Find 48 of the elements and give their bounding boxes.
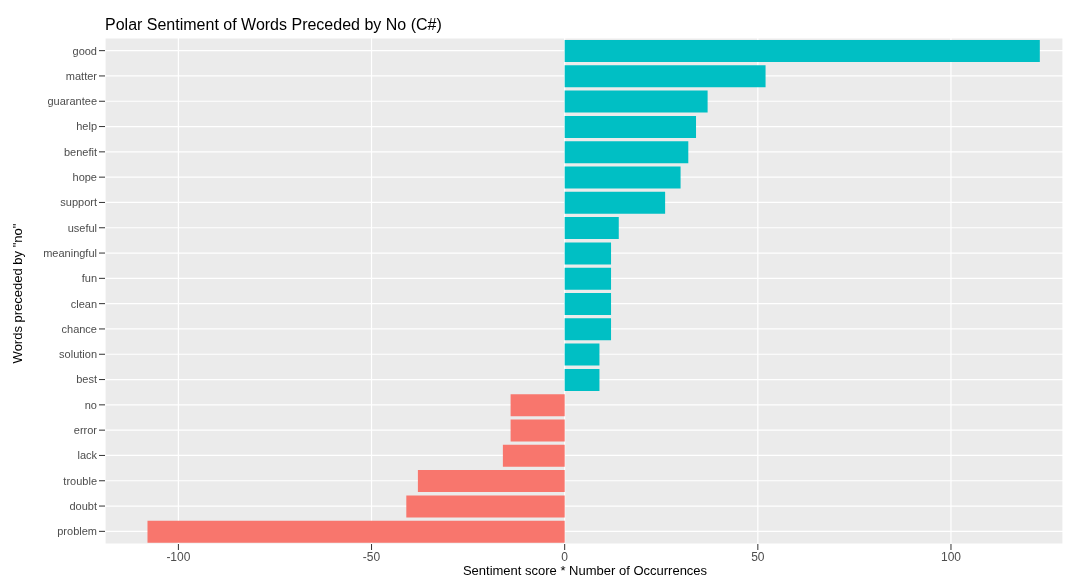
bar bbox=[564, 115, 697, 138]
y-tick-label: useful bbox=[67, 221, 97, 234]
y-tick-label: support bbox=[60, 196, 97, 209]
y-tick-label: best bbox=[76, 373, 97, 386]
bar bbox=[406, 495, 565, 518]
x-tick-label: 100 bbox=[940, 549, 962, 564]
y-tick-label: hope bbox=[72, 171, 97, 184]
y-axis-title: Words preceded by "no" bbox=[10, 223, 26, 363]
bar bbox=[147, 520, 565, 543]
bar bbox=[564, 166, 681, 189]
y-tick-label: matter bbox=[65, 69, 98, 82]
x-axis-title: Sentiment score * Number of Occurrences bbox=[461, 563, 709, 578]
x-tick-label: -50 bbox=[362, 549, 381, 564]
x-tick-label: 0 bbox=[561, 549, 569, 564]
bar bbox=[564, 242, 612, 265]
bar bbox=[564, 191, 666, 214]
y-tick-label: meaningful bbox=[43, 246, 97, 259]
bar bbox=[564, 368, 600, 391]
y-tick-label: chance bbox=[61, 322, 97, 335]
y-tick-label: clean bbox=[70, 297, 97, 310]
bar bbox=[502, 444, 565, 467]
y-tick-label: solution bbox=[59, 348, 97, 361]
bar bbox=[510, 419, 565, 442]
x-tick-label: -100 bbox=[166, 549, 191, 564]
bar bbox=[564, 90, 708, 113]
y-tick-label: doubt bbox=[69, 499, 97, 512]
bar bbox=[564, 293, 612, 315]
bar bbox=[564, 267, 612, 290]
bar bbox=[564, 318, 612, 341]
y-tick-label: problem bbox=[57, 525, 97, 538]
bar bbox=[564, 141, 689, 164]
bar bbox=[564, 40, 1040, 62]
chart-title: Polar Sentiment of Words Preceded by No (C#) bbox=[105, 16, 442, 34]
bar bbox=[564, 343, 600, 366]
bar bbox=[564, 65, 766, 88]
y-tick-label: error bbox=[73, 424, 98, 437]
y-tick-label: fun bbox=[81, 272, 97, 285]
y-tick-label: trouble bbox=[63, 474, 97, 487]
y-tick-label: no bbox=[84, 398, 97, 411]
bar bbox=[417, 470, 565, 493]
x-tick-label: 50 bbox=[751, 549, 765, 564]
y-tick-label: guarantee bbox=[47, 95, 97, 108]
y-tick-label: good bbox=[72, 44, 97, 57]
y-tick-label: benefit bbox=[63, 145, 97, 158]
bar bbox=[510, 394, 565, 417]
bar bbox=[564, 217, 619, 240]
y-tick-label: help bbox=[76, 120, 97, 133]
y-tick-label: lack bbox=[77, 449, 98, 462]
